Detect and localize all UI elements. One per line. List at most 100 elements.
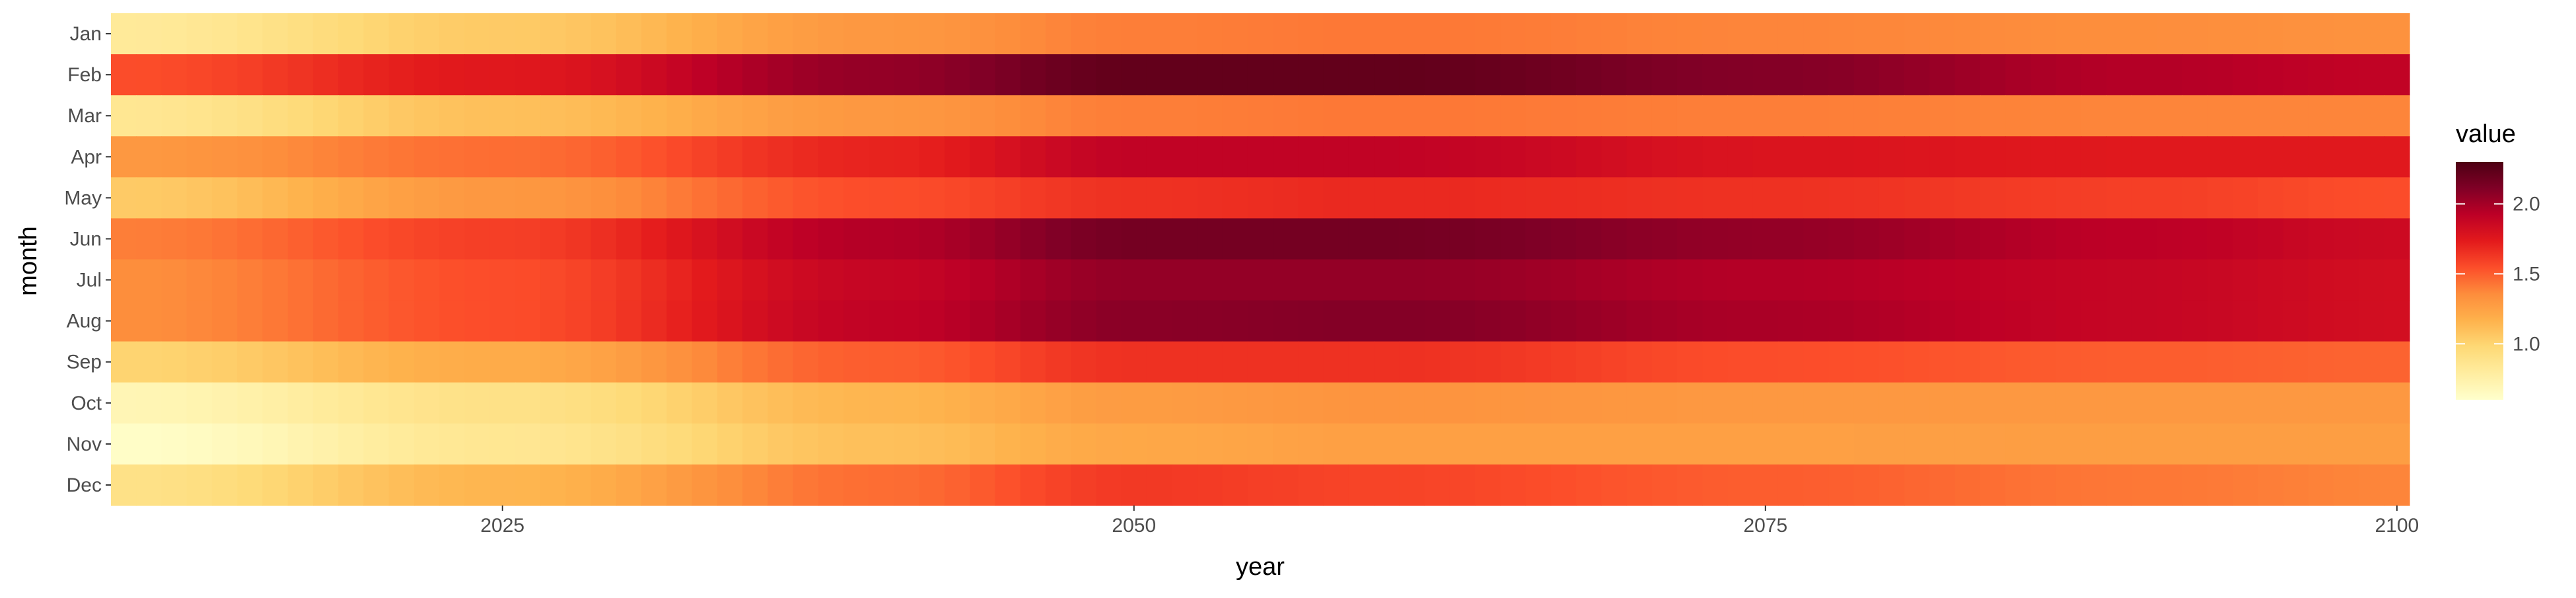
heatmap-cell (894, 177, 920, 219)
heatmap-cell (1449, 300, 1476, 342)
heatmap-cell (211, 382, 238, 424)
heatmap-cell (1399, 136, 1425, 178)
heatmap-cell (818, 54, 844, 96)
heatmap-cell (1096, 382, 1122, 424)
heatmap-cell (995, 382, 1021, 424)
heatmap-cell (1197, 423, 1223, 465)
heatmap-cell (1348, 136, 1375, 178)
heatmap-cell (1929, 95, 1956, 137)
heatmap-cell (1626, 136, 1653, 178)
heatmap-cell (388, 464, 415, 506)
heatmap-cell (1525, 259, 1552, 301)
heatmap-cell (768, 464, 794, 506)
heatmap-cell (869, 13, 895, 55)
heatmap-cell (1929, 54, 1956, 96)
heatmap-cell (1273, 95, 1299, 137)
heatmap-cell (186, 136, 213, 178)
heatmap-cell (1121, 382, 1147, 424)
heatmap-cell (2207, 464, 2233, 506)
heatmap-cell (1020, 218, 1046, 260)
heatmap-cell (1853, 136, 1880, 178)
heatmap-cell (616, 464, 642, 506)
heatmap-cell (717, 464, 743, 506)
heatmap-cell (1399, 218, 1425, 260)
heatmap-cell (1172, 382, 1198, 424)
heatmap-cell (1904, 13, 1930, 55)
heatmap-cell (312, 259, 339, 301)
heatmap-cell (287, 259, 314, 301)
heatmap-cell (515, 136, 541, 178)
heatmap-cell (136, 218, 162, 260)
heatmap-cell (1071, 136, 1097, 178)
heatmap-cell (2233, 54, 2259, 96)
heatmap-cell (1172, 341, 1198, 383)
heatmap-cell (1702, 95, 1729, 137)
y-tick-label: Aug (67, 311, 102, 332)
heatmap-cell (1651, 13, 1678, 55)
y-tick-label: Apr (71, 146, 102, 168)
heatmap-cell (464, 13, 491, 55)
heatmap-cell (2182, 54, 2208, 96)
heatmap-cell (1374, 464, 1400, 506)
heatmap-cell (1424, 218, 1450, 260)
heatmap-cell (186, 300, 213, 342)
y-tick-label: Jul (77, 270, 102, 291)
heatmap-cell (2258, 54, 2284, 96)
heatmap-cell (1121, 341, 1147, 383)
heatmap-cell (1096, 13, 1122, 55)
heatmap-cell (211, 136, 238, 178)
heatmap-cell (1828, 13, 1855, 55)
heatmap-cell (2384, 300, 2410, 342)
y-tick-label: Oct (71, 392, 102, 414)
heatmap-cell (1247, 136, 1273, 178)
heatmap-cell (1727, 464, 1754, 506)
heatmap-cell (590, 423, 617, 465)
heatmap-cell (1374, 218, 1400, 260)
heatmap-cell (388, 177, 415, 219)
heatmap-cell (1777, 300, 1804, 342)
heatmap-cell (2182, 177, 2208, 219)
heatmap-cell (161, 54, 188, 96)
heatmap-cell (287, 382, 314, 424)
heatmap-cell (970, 341, 996, 383)
heatmap-cell (540, 218, 566, 260)
heatmap-cell (1045, 218, 1071, 260)
heatmap-cell (1399, 382, 1425, 424)
heatmap-cell (2359, 382, 2385, 424)
heatmap-cell (1045, 13, 1071, 55)
heatmap-cell (1348, 464, 1375, 506)
heatmap-cell (1803, 259, 1830, 301)
heatmap-cell (1273, 54, 1299, 96)
heatmap-cell (1146, 300, 1172, 342)
heatmap-cell (1702, 54, 1729, 96)
heatmap-cell (1298, 177, 1324, 219)
heatmap-cell (2334, 95, 2360, 137)
heatmap-cell (2131, 382, 2158, 424)
heatmap-cell (1500, 464, 1526, 506)
heatmap-cell (1980, 464, 2006, 506)
heatmap-cell (2005, 13, 2031, 55)
heatmap-cell (1273, 218, 1299, 260)
heatmap-cell (1020, 341, 1046, 383)
heatmap-cell (1500, 300, 1526, 342)
heatmap-cell (616, 136, 642, 178)
heatmap-cell (136, 464, 162, 506)
y-axis-title: month (15, 226, 42, 296)
heatmap-cell (2157, 382, 2183, 424)
heatmap-cell (2359, 95, 2385, 137)
heatmap-cell (616, 177, 642, 219)
heatmap-cell (1980, 259, 2006, 301)
heatmap-cell (111, 341, 137, 383)
heatmap-cell (2334, 382, 2360, 424)
heatmap-cell (161, 13, 188, 55)
heatmap-cell (1172, 136, 1198, 178)
heatmap-cell (211, 177, 238, 219)
heatmap-cell (2056, 423, 2082, 465)
heatmap-cell (1096, 464, 1122, 506)
heatmap-cell (413, 464, 440, 506)
heatmap-cell (1954, 95, 1981, 137)
heatmap-cell (944, 300, 970, 342)
heatmap-cell (1500, 95, 1526, 137)
heatmap-cell (2258, 382, 2284, 424)
heatmap-cell (2334, 136, 2360, 178)
